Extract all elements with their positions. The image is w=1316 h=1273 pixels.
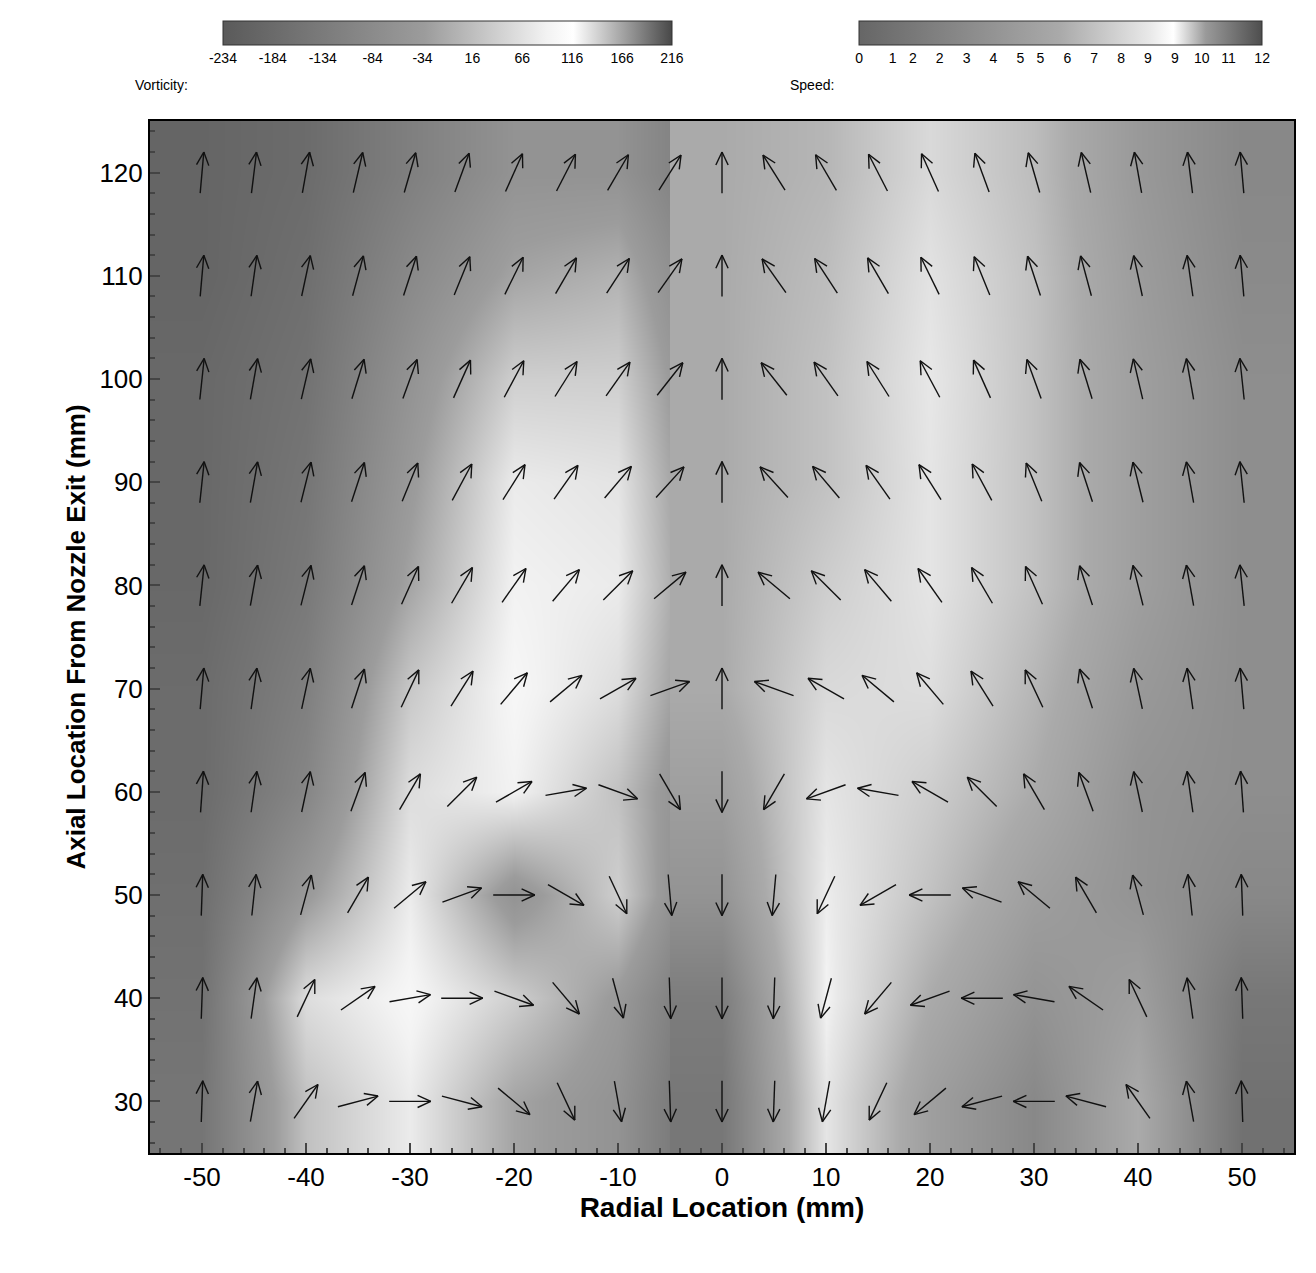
svg-text:2: 2	[936, 50, 944, 66]
svg-text:0: 0	[715, 1162, 729, 1192]
svg-text:12: 12	[1254, 50, 1270, 66]
svg-text:9: 9	[1171, 50, 1179, 66]
svg-text:-50: -50	[183, 1162, 221, 1192]
svg-text:110: 110	[101, 261, 142, 291]
svg-text:216: 216	[660, 50, 684, 66]
svg-text:2: 2	[909, 50, 917, 66]
svg-text:7: 7	[1090, 50, 1098, 66]
svg-text:40: 40	[114, 983, 143, 1013]
svg-text:Axial Location From Nozzle Exi: Axial Location From Nozzle Exit (mm)	[61, 404, 91, 869]
svg-text:16: 16	[465, 50, 481, 66]
svg-text:-234: -234	[209, 50, 237, 66]
svg-text:66: 66	[514, 50, 530, 66]
svg-text:Radial Location (mm): Radial Location (mm)	[580, 1192, 865, 1223]
svg-text:8: 8	[1117, 50, 1125, 66]
svg-text:-34: -34	[412, 50, 432, 66]
svg-text:1: 1	[889, 50, 897, 66]
svg-text:5: 5	[1016, 50, 1024, 66]
svg-text:60: 60	[114, 777, 143, 807]
svg-text:50: 50	[1228, 1162, 1257, 1192]
svg-text:6: 6	[1063, 50, 1071, 66]
svg-text:20: 20	[916, 1162, 945, 1192]
svg-text:166: 166	[610, 50, 634, 66]
svg-text:3: 3	[963, 50, 971, 66]
svg-text:Speed:: Speed:	[790, 77, 834, 93]
svg-text:30: 30	[114, 1087, 143, 1117]
svg-text:70: 70	[114, 674, 143, 704]
svg-text:-134: -134	[309, 50, 337, 66]
svg-text:-84: -84	[362, 50, 382, 66]
svg-text:Vorticity:: Vorticity:	[135, 77, 188, 93]
svg-text:4: 4	[990, 50, 998, 66]
svg-text:40: 40	[1124, 1162, 1153, 1192]
svg-text:11: 11	[1221, 50, 1236, 66]
svg-text:116: 116	[561, 50, 584, 66]
svg-text:50: 50	[114, 880, 143, 910]
svg-text:120: 120	[99, 158, 142, 188]
svg-text:100: 100	[99, 364, 142, 394]
svg-text:-10: -10	[599, 1162, 637, 1192]
svg-text:90: 90	[114, 467, 143, 497]
svg-text:0: 0	[855, 50, 863, 66]
svg-text:10: 10	[812, 1162, 841, 1192]
svg-text:-40: -40	[287, 1162, 325, 1192]
svg-text:30: 30	[1020, 1162, 1049, 1192]
svg-text:80: 80	[114, 571, 143, 601]
svg-text:9: 9	[1144, 50, 1152, 66]
svg-text:-30: -30	[391, 1162, 429, 1192]
svg-text:10: 10	[1194, 50, 1210, 66]
svg-text:-184: -184	[259, 50, 287, 66]
svg-text:5: 5	[1037, 50, 1045, 66]
svg-text:-20: -20	[495, 1162, 533, 1192]
